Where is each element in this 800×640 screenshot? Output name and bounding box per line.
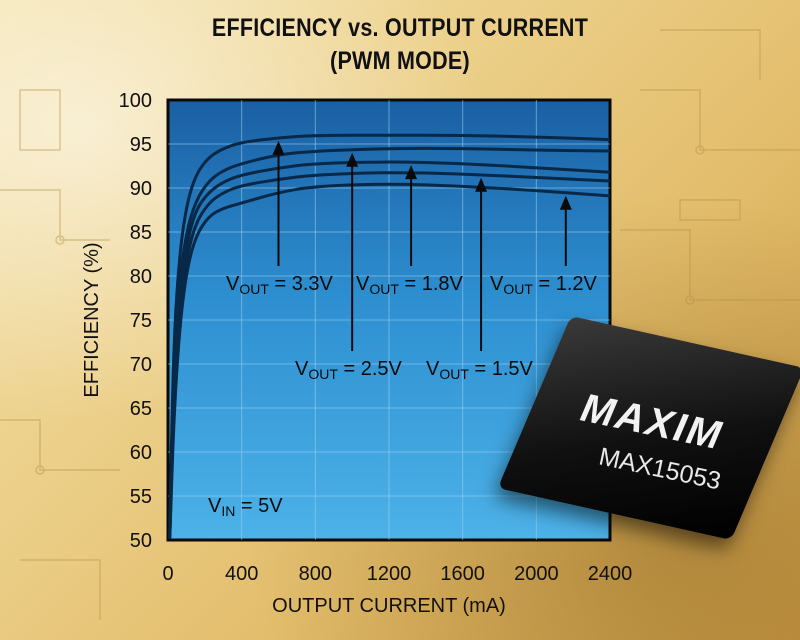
y-tick-label: 55: [130, 486, 152, 508]
y-tick-label: 100: [119, 90, 152, 112]
annotation-arrows: [272, 140, 572, 351]
y-tick-label: 80: [130, 266, 152, 288]
annotation-label-1.5V: VOUT = 1.5V: [426, 358, 534, 382]
arrowhead-1.8V: [405, 165, 418, 180]
arrowhead-1.5V: [475, 177, 488, 192]
y-axis-label: EFFICIENCY (%): [81, 242, 103, 397]
arrowhead-1.2V: [559, 195, 572, 210]
chart-title: EFFICIENCY vs. OUTPUT CURRENT: [211, 14, 589, 42]
x-tick-label: 2400: [588, 563, 633, 585]
annotation-label-1.2V: VOUT = 1.2V: [490, 273, 598, 297]
series-line-1.2V: [168, 182, 611, 540]
chart-subtitle: (PWM MODE): [330, 47, 470, 75]
y-tick-label: 70: [130, 354, 152, 376]
annotation-label-2.5V: VOUT = 2.5V: [295, 358, 403, 382]
x-tick-labels: 0 400 800 1200 1600 2000 2400: [162, 563, 632, 585]
x-tick-label: 1600: [440, 563, 485, 585]
x-tick-label: 1200: [367, 563, 412, 585]
x-axis-label: OUTPUT CURRENT (mA): [272, 595, 506, 617]
series-lines: [168, 133, 611, 540]
y-tick-label: 85: [130, 222, 152, 244]
x-tick-label: 400: [225, 563, 258, 585]
x-tick-label: 0: [162, 563, 173, 585]
y-tick-label: 65: [130, 398, 152, 420]
arrowhead-3.3V: [272, 140, 285, 155]
y-tick-label: 50: [130, 530, 152, 552]
y-tick-label: 75: [130, 310, 152, 332]
annotation-label-3.3V: VOUT = 3.3V: [226, 273, 334, 297]
annotation-labels: VOUT = 3.3V VOUT = 2.5V VOUT = 1.8V VOUT = …: [208, 273, 598, 519]
annotation-label-1.8V: VOUT = 1.8V: [356, 273, 464, 297]
y-tick-labels: 50 55 60 65 70 75 80 85 90 95 100: [119, 90, 152, 552]
arrowhead-2.5V: [346, 152, 359, 167]
vin-label: VIN = 5V: [208, 495, 283, 519]
y-tick-label: 90: [130, 178, 152, 200]
y-tick-label: 60: [130, 442, 152, 464]
x-tick-label: 2000: [514, 563, 559, 585]
series-line-3.3V: [168, 133, 611, 523]
y-tick-label: 95: [130, 134, 152, 156]
x-tick-label: 800: [299, 563, 332, 585]
